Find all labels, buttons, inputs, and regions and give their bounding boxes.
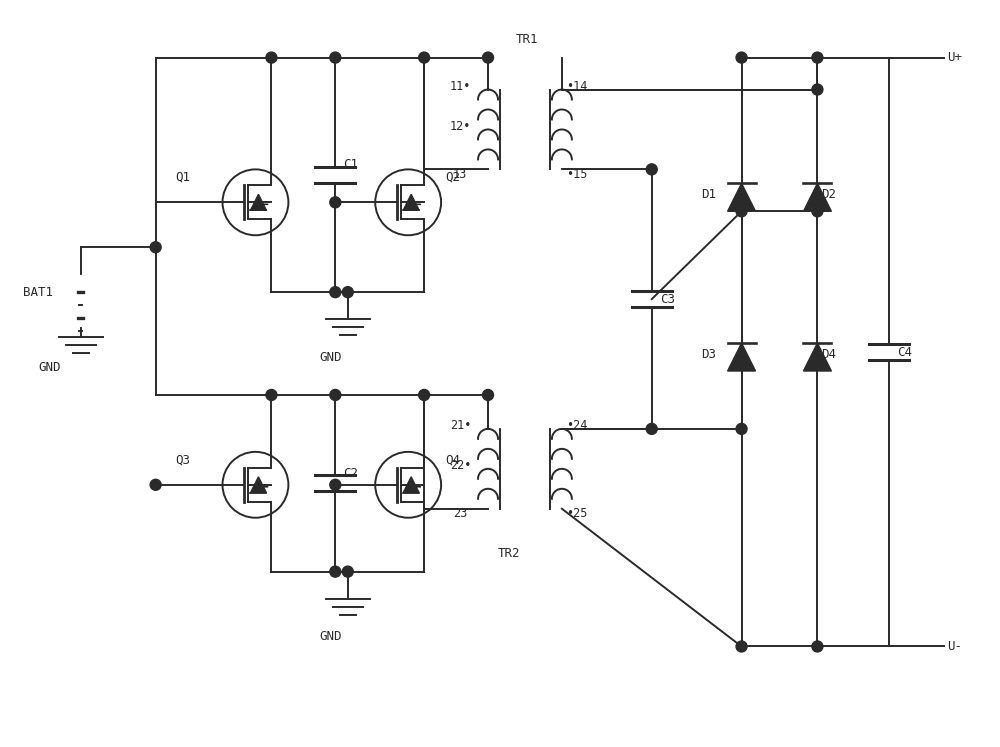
- Text: Q1: Q1: [176, 171, 191, 184]
- Text: •15: •15: [566, 168, 587, 181]
- Polygon shape: [728, 183, 756, 211]
- Text: GND: GND: [39, 361, 61, 374]
- Circle shape: [342, 287, 353, 297]
- Circle shape: [330, 480, 341, 490]
- Circle shape: [419, 389, 430, 400]
- Polygon shape: [403, 194, 419, 211]
- Circle shape: [646, 164, 657, 175]
- Text: •25: •25: [566, 507, 587, 520]
- Circle shape: [150, 242, 161, 252]
- Text: 22•: 22•: [450, 459, 471, 472]
- Circle shape: [330, 52, 341, 63]
- Polygon shape: [250, 477, 266, 493]
- Circle shape: [266, 389, 277, 400]
- Circle shape: [266, 52, 277, 63]
- Text: 23: 23: [453, 507, 467, 520]
- Text: D1: D1: [702, 187, 717, 201]
- Text: C1: C1: [343, 158, 358, 171]
- Text: GND: GND: [320, 350, 342, 364]
- Polygon shape: [803, 183, 831, 211]
- Polygon shape: [403, 477, 419, 493]
- Text: 11•: 11•: [450, 80, 471, 93]
- Text: GND: GND: [320, 630, 342, 643]
- Circle shape: [330, 389, 341, 400]
- Text: D3: D3: [702, 347, 717, 361]
- Text: BAT1: BAT1: [23, 285, 53, 299]
- Circle shape: [330, 196, 341, 208]
- Circle shape: [736, 424, 747, 435]
- Circle shape: [736, 52, 747, 63]
- Text: C3: C3: [660, 293, 675, 306]
- Text: C4: C4: [897, 346, 912, 359]
- Text: •14: •14: [566, 80, 587, 93]
- Text: Q3: Q3: [176, 453, 191, 466]
- Circle shape: [483, 389, 494, 400]
- Text: Q4: Q4: [445, 453, 460, 466]
- Circle shape: [812, 641, 823, 652]
- Circle shape: [812, 206, 823, 217]
- Polygon shape: [728, 343, 756, 371]
- Text: 12•: 12•: [450, 120, 471, 133]
- Text: U-: U-: [947, 640, 962, 653]
- Text: D4: D4: [821, 347, 836, 361]
- Circle shape: [736, 206, 747, 217]
- Circle shape: [330, 566, 341, 577]
- Circle shape: [483, 52, 494, 63]
- Circle shape: [736, 641, 747, 652]
- Text: 21•: 21•: [450, 419, 471, 433]
- Text: •24: •24: [566, 419, 587, 433]
- Text: TR1: TR1: [516, 33, 538, 46]
- Circle shape: [150, 480, 161, 490]
- Circle shape: [646, 424, 657, 435]
- Text: U+: U+: [947, 51, 962, 64]
- Circle shape: [812, 52, 823, 63]
- Text: 13: 13: [453, 168, 467, 181]
- Text: TR2: TR2: [498, 547, 521, 560]
- Circle shape: [419, 52, 430, 63]
- Text: C2: C2: [343, 467, 358, 480]
- Polygon shape: [250, 194, 266, 211]
- Circle shape: [330, 287, 341, 297]
- Circle shape: [812, 84, 823, 95]
- Text: Q2: Q2: [445, 171, 460, 184]
- Text: D2: D2: [821, 187, 836, 201]
- Polygon shape: [803, 343, 831, 371]
- Circle shape: [342, 566, 353, 577]
